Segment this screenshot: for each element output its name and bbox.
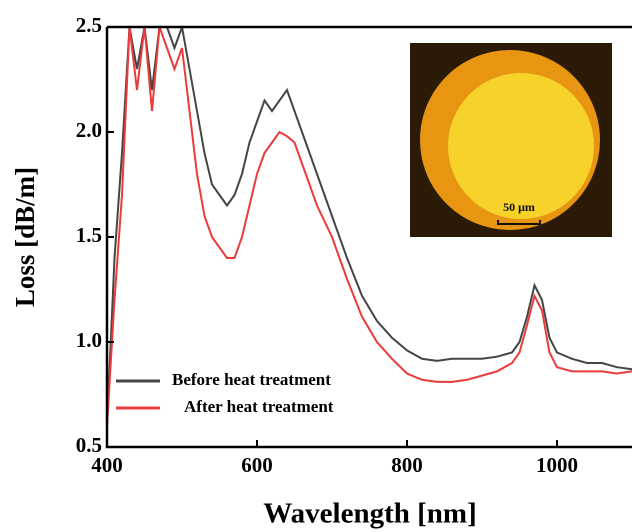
legend-label: After heat treatment <box>184 397 334 416</box>
x-tick-label: 400 <box>91 453 123 477</box>
y-tick-label: 2.5 <box>76 13 102 37</box>
series-line <box>107 27 632 427</box>
legend: Before heat treatment After heat treatmen… <box>116 370 334 416</box>
legend-label: Before heat treatment <box>172 370 331 389</box>
x-tick-label: 600 <box>241 453 273 477</box>
y-tick-label: 0.5 <box>76 433 102 457</box>
x-tick-label: 1000 <box>536 453 578 477</box>
y-tick-label: 1.5 <box>76 223 102 247</box>
inset-image: 50 μm <box>410 43 612 237</box>
y-axis-title: Loss [dB/m] <box>10 167 40 307</box>
fiber-core <box>448 73 594 219</box>
series-line <box>107 27 632 427</box>
x-tick-label: 800 <box>391 453 423 477</box>
plot-area <box>107 27 632 427</box>
scale-bar <box>497 220 541 225</box>
x-axis-title: Wavelength [nm] <box>263 498 476 530</box>
y-tick-label: 2.0 <box>76 118 102 142</box>
y-tick-label: 1.0 <box>76 328 102 352</box>
scale-label: 50 μm <box>503 200 535 214</box>
